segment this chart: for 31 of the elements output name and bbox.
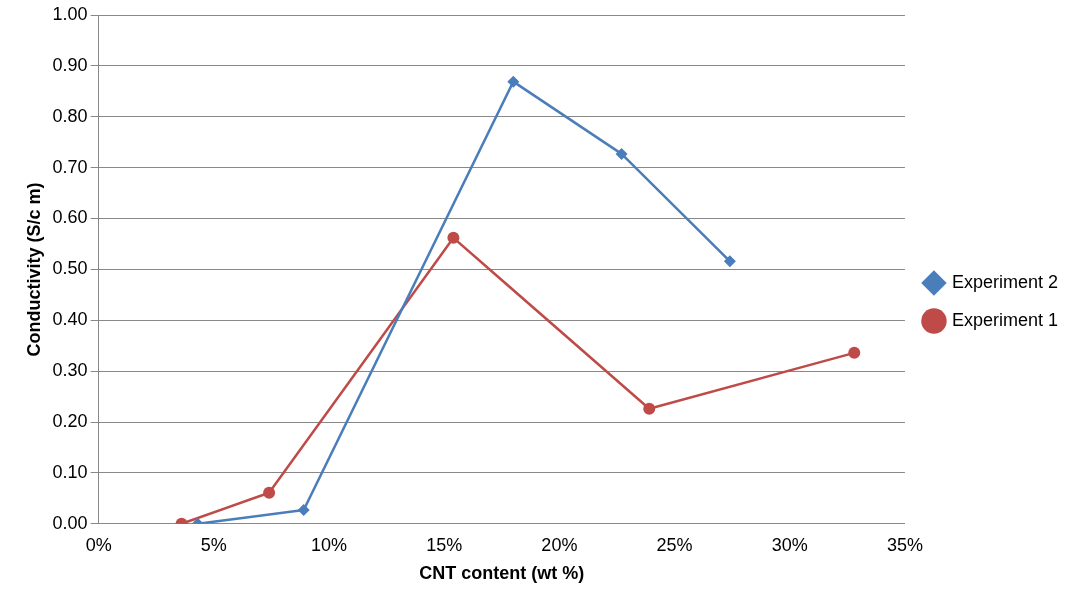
point xyxy=(643,402,656,415)
y-tick-label: 0.00 xyxy=(52,512,88,533)
point xyxy=(615,147,628,160)
y-tick-label: 0.90 xyxy=(52,54,88,75)
x-tick-label: 0% xyxy=(85,534,112,555)
x-tick-label: 30% xyxy=(771,534,808,555)
point xyxy=(263,486,276,499)
y-tick-label: 0.50 xyxy=(52,258,88,279)
y-tick-label: 0.70 xyxy=(52,156,88,177)
point xyxy=(507,75,520,88)
x-tick-label: 15% xyxy=(426,534,463,555)
x-tick-label: 20% xyxy=(541,534,578,555)
x-tick-label: 10% xyxy=(310,534,348,555)
point xyxy=(848,346,861,359)
x-axis-title: CNT content (wt %) xyxy=(419,563,585,584)
point xyxy=(447,231,460,244)
x-tick-label: 5% xyxy=(200,534,227,555)
x-tick-label: 35% xyxy=(886,534,923,555)
y-tick-label: 1.00 xyxy=(52,3,88,24)
y-axis-title: Conductivity (S/c m) xyxy=(23,182,44,357)
y-tick-label: 0.20 xyxy=(52,411,88,432)
legend-label: Experiment 1 xyxy=(951,309,1059,330)
y-tick-label: 0.40 xyxy=(52,309,88,330)
point xyxy=(297,504,310,517)
point xyxy=(723,255,736,268)
y-tick-label: 0.60 xyxy=(52,207,88,228)
legend-label: Experiment 2 xyxy=(951,271,1059,292)
y-tick-label: 0.10 xyxy=(52,461,88,482)
y-tick-label: 0.80 xyxy=(52,105,88,126)
y-tick-label: 0.30 xyxy=(52,360,88,381)
x-tick-label: 25% xyxy=(656,534,693,555)
